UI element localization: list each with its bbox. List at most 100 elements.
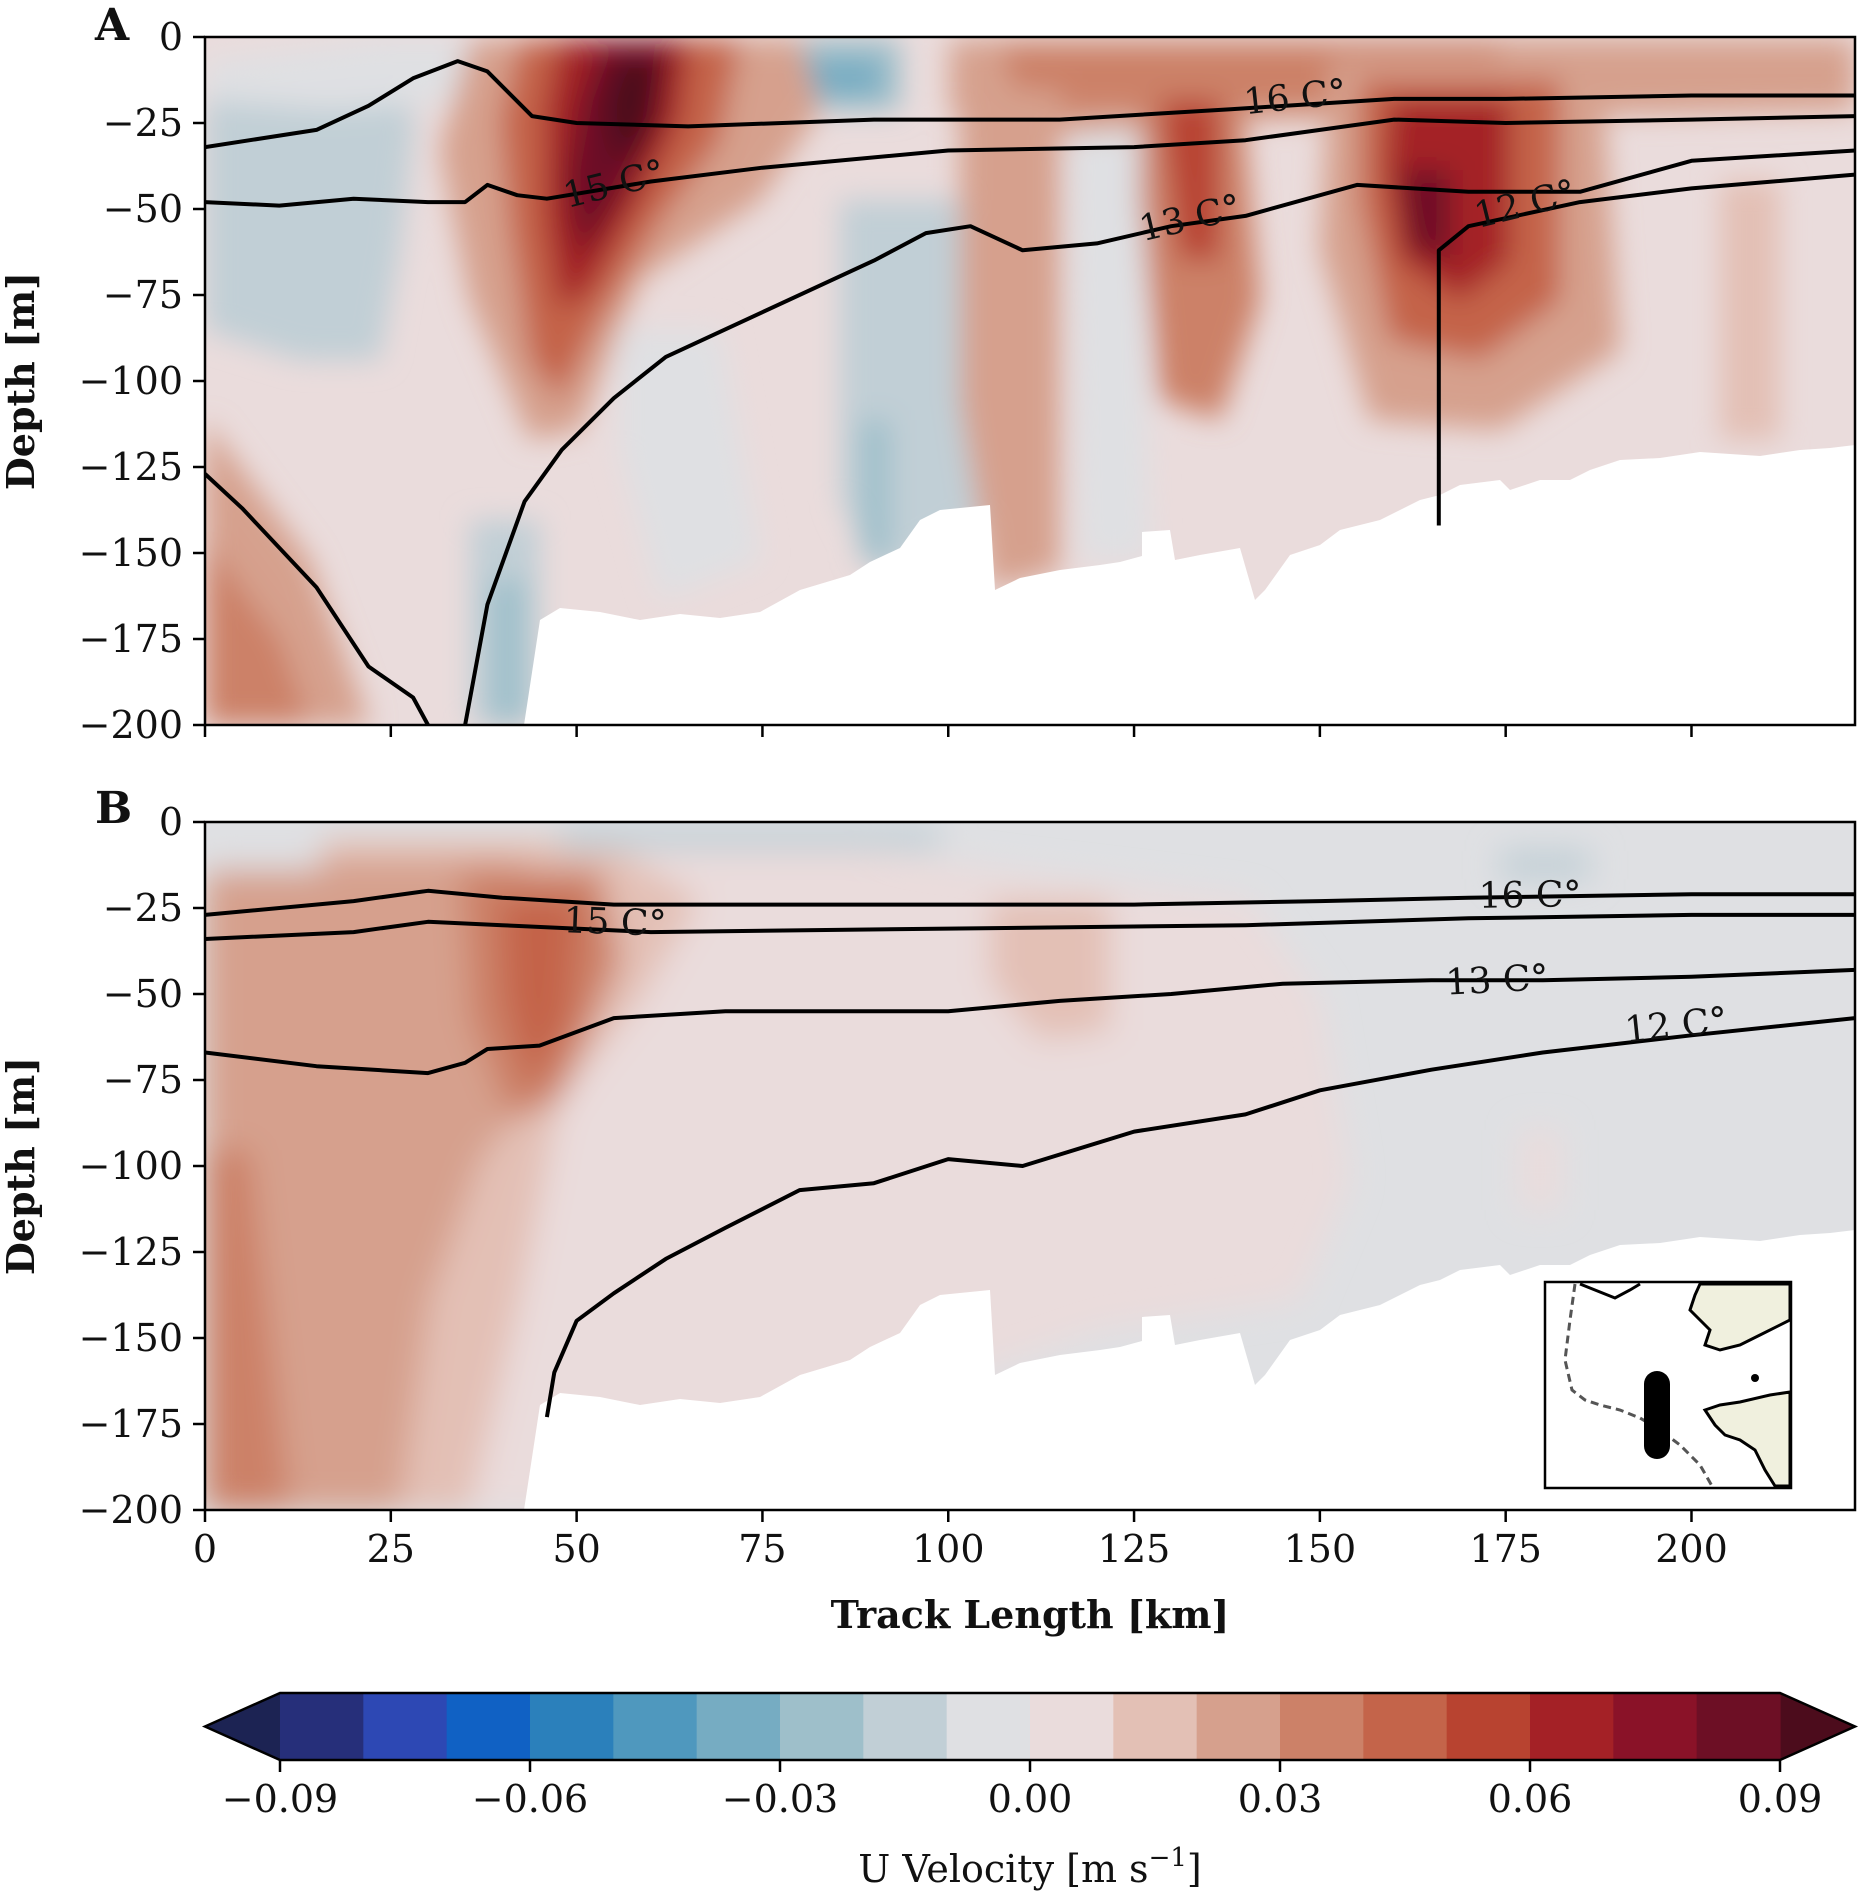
panel-a-neutral-region-top-left — [205, 40, 470, 110]
inset-land-north — [1688, 1282, 1792, 1352]
panel-a-negative-region-left — [205, 70, 415, 360]
isotherm-line — [544, 1016, 1855, 1418]
x-axis-label: Track Length [km] — [831, 1592, 1230, 1637]
y-tick-label: −175 — [79, 617, 183, 661]
x-tick-label: 25 — [367, 1527, 415, 1571]
panel-a-jet-peak — [605, 60, 660, 170]
panel-b-negative-surface — [560, 826, 940, 850]
inset-coastline-top — [1579, 1282, 1641, 1300]
colorbar-tick-label: 0.00 — [988, 1777, 1073, 1821]
colorbar-ticks: −0.09 −0.06 −0.03 0.00 0.03 0.06 0.09 — [222, 1760, 1823, 1821]
y-tick-label: −25 — [103, 886, 183, 930]
y-tick-label: −100 — [79, 1144, 183, 1188]
colorbar-extend-min — [205, 1693, 280, 1760]
colorbar-segment — [946, 1693, 1031, 1760]
y-tick-label: −150 — [79, 531, 183, 575]
y-tick-label: −50 — [103, 187, 183, 231]
panel-b-isotherms — [205, 888, 1855, 1418]
colorbar-segment — [280, 1693, 364, 1760]
colorbar-label-superscript: −1 — [1149, 1843, 1187, 1873]
panel-a-neutral-column — [620, 330, 760, 600]
colorbar-segment — [696, 1693, 781, 1760]
inset-boundary-line — [1563, 1283, 1714, 1487]
colorbar-label-main: U Velocity [m s — [858, 1847, 1148, 1891]
panel-b-neutral-surface-left — [205, 840, 320, 870]
isotherm-label-16-b: 16 C° — [1478, 874, 1581, 917]
colorbar-segment — [1363, 1693, 1448, 1760]
x-tick-label: 50 — [552, 1527, 600, 1571]
inset-land-south — [1702, 1390, 1792, 1488]
x-tick-label: 100 — [912, 1527, 985, 1571]
panel-a-velocity-field — [205, 37, 1855, 725]
x-tick-label: 200 — [1655, 1527, 1728, 1571]
colorbar-segment — [613, 1693, 698, 1760]
colorbar-tick-label: −0.03 — [722, 1777, 838, 1821]
colorbar-segments — [201, 1691, 1859, 1762]
colorbar-segment — [1696, 1693, 1781, 1760]
x-tick-label: 150 — [1284, 1527, 1357, 1571]
isotherm-line — [1436, 172, 1855, 526]
y-tick-label: −200 — [79, 1488, 183, 1532]
isotherm-label-15-b: 15 C° — [563, 900, 667, 945]
y-tick-label: −125 — [79, 445, 183, 489]
panel-a-bathymetry-mask — [524, 445, 1855, 725]
isotherm-line — [463, 148, 1855, 725]
y-tick-label: −175 — [79, 1402, 183, 1446]
x-tick-label: 175 — [1469, 1527, 1542, 1571]
colorbar: −0.09 −0.06 −0.03 0.00 0.03 0.06 0.09 U Veloci… — [201, 1691, 1859, 1891]
colorbar-label: U Velocity [m s−1] — [858, 1843, 1201, 1891]
y-tick-label: −200 — [79, 703, 183, 747]
colorbar-extend-max — [1780, 1693, 1855, 1760]
y-tick-label: −75 — [103, 273, 183, 317]
panel-a-right-column — [1720, 180, 1780, 440]
y-tick-label: −125 — [79, 1230, 183, 1274]
panel-b-label: B — [95, 783, 132, 834]
isotherm-line — [205, 912, 1855, 941]
colorbar-tick-label: 0.09 — [1738, 1777, 1823, 1821]
colorbar-segment — [1530, 1693, 1614, 1760]
panel-b-small-positive-right — [1520, 1130, 1560, 1210]
colorbar-segment — [1030, 1693, 1114, 1760]
colorbar-segment — [1196, 1693, 1281, 1760]
colorbar-tick-label: −0.09 — [222, 1777, 338, 1821]
colorbar-segment — [446, 1693, 531, 1760]
colorbar-segment — [363, 1693, 448, 1760]
y-tick-label: 0 — [159, 800, 183, 844]
x-tick-label: 125 — [1098, 1527, 1171, 1571]
y-tick-label: −100 — [79, 359, 183, 403]
panel-a-negative-core-center — [860, 420, 890, 560]
colorbar-tick-label: −0.06 — [472, 1777, 588, 1821]
colorbar-segment — [780, 1693, 864, 1760]
panel-a-neutral-column-right — [1070, 120, 1150, 560]
panel-a-isotherms — [205, 59, 1855, 725]
colorbar-segment — [1280, 1693, 1364, 1760]
x-tick-label: 0 — [193, 1527, 217, 1571]
panel-a-positive-core-lower-left — [205, 540, 310, 725]
inset-island — [1751, 1374, 1759, 1382]
isotherm-line — [205, 967, 1855, 1076]
panel-b-negative-surface-right — [1500, 850, 1590, 880]
colorbar-segment — [1446, 1693, 1531, 1760]
colorbar-segment — [1613, 1693, 1698, 1760]
colorbar-label-end: ] — [1187, 1847, 1202, 1891]
panel-a-axes: 0 −25 −50 −75 −100 −125 −150 −175 −200 — [79, 15, 1693, 747]
isotherm-label-13-b: 13 C° — [1445, 957, 1550, 1003]
colorbar-tick-label: 0.03 — [1238, 1777, 1323, 1821]
panel-b-bathymetry-mask — [524, 1230, 1855, 1510]
isotherm-line — [205, 472, 430, 725]
y-tick-label: 0 — [159, 15, 183, 59]
panel-a-label: A — [94, 0, 130, 51]
panel-b-y-axis-label: Depth [m] — [0, 1057, 43, 1275]
panel-b-jet-core — [500, 900, 580, 1090]
colorbar-segment — [1113, 1693, 1198, 1760]
colorbar-segment — [530, 1693, 614, 1760]
panel-a-right-eddy-core — [1400, 170, 1450, 260]
isotherm-line — [205, 59, 1855, 150]
inset-map — [1543, 1280, 1793, 1490]
y-tick-label: −150 — [79, 1316, 183, 1360]
y-tick-label: −50 — [103, 972, 183, 1016]
panel-a: 0 −25 −50 −75 −100 −125 −150 −175 −200 A Depth [… — [0, 0, 1857, 747]
panel-b-lower-left-core — [205, 1150, 290, 1510]
